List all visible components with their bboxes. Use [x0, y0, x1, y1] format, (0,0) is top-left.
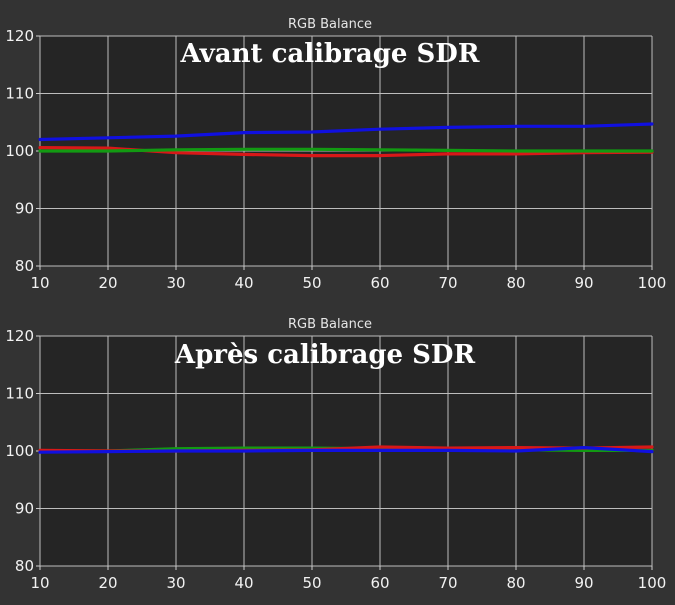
x-tick-label: 20 — [98, 574, 117, 592]
y-tick-label: 90 — [15, 500, 34, 518]
x-tick-label: 10 — [30, 574, 49, 592]
chart-annotation: Avant calibrage SDR — [180, 39, 480, 69]
x-tick-label: 60 — [370, 274, 389, 292]
x-tick-label: 30 — [166, 274, 185, 292]
y-tick-label: 80 — [15, 257, 34, 275]
x-tick-label: 80 — [506, 574, 525, 592]
y-tick-label: 120 — [5, 27, 34, 45]
x-tick-label: 80 — [506, 274, 525, 292]
chart-annotation: Après calibrage SDR — [174, 340, 476, 370]
y-tick-label: 100 — [5, 442, 34, 460]
x-tick-label: 70 — [438, 574, 457, 592]
chart-panel-1: 80 90 100 110 120 10 20 30 40 50 60 70 80 90 100 RGB Ba… — [5, 17, 666, 292]
chart-title: RGB Balance — [288, 317, 372, 332]
chart-title: RGB Balance — [288, 17, 372, 32]
x-tick-label: 50 — [302, 574, 321, 592]
y-tick-label: 110 — [5, 85, 34, 103]
x-tick-label: 60 — [370, 574, 389, 592]
x-tick-label: 50 — [302, 274, 321, 292]
blue-series-line — [38, 122, 654, 142]
x-tick-label: 20 — [98, 274, 117, 292]
blue-series-line — [38, 446, 654, 454]
y-tick-label: 120 — [5, 327, 34, 345]
chart-panel-2: 80 90 100 110 120 10 20 30 40 50 60 70 80 90 100 RGB Ba… — [5, 317, 666, 592]
x-tick-label: 40 — [234, 574, 253, 592]
y-tick-label: 90 — [15, 200, 34, 218]
y-tick-label: 80 — [15, 557, 34, 575]
x-tick-label: 90 — [574, 274, 593, 292]
green-series-line — [38, 147, 654, 153]
x-tick-label: 90 — [574, 574, 593, 592]
x-tick-label: 40 — [234, 274, 253, 292]
x-tick-label: 100 — [638, 574, 667, 592]
x-tick-label: 30 — [166, 574, 185, 592]
x-tick-label: 100 — [638, 274, 667, 292]
y-tick-label: 110 — [5, 385, 34, 403]
x-tick-label: 70 — [438, 274, 457, 292]
x-tick-label: 10 — [30, 274, 49, 292]
y-tick-label: 100 — [5, 142, 34, 160]
